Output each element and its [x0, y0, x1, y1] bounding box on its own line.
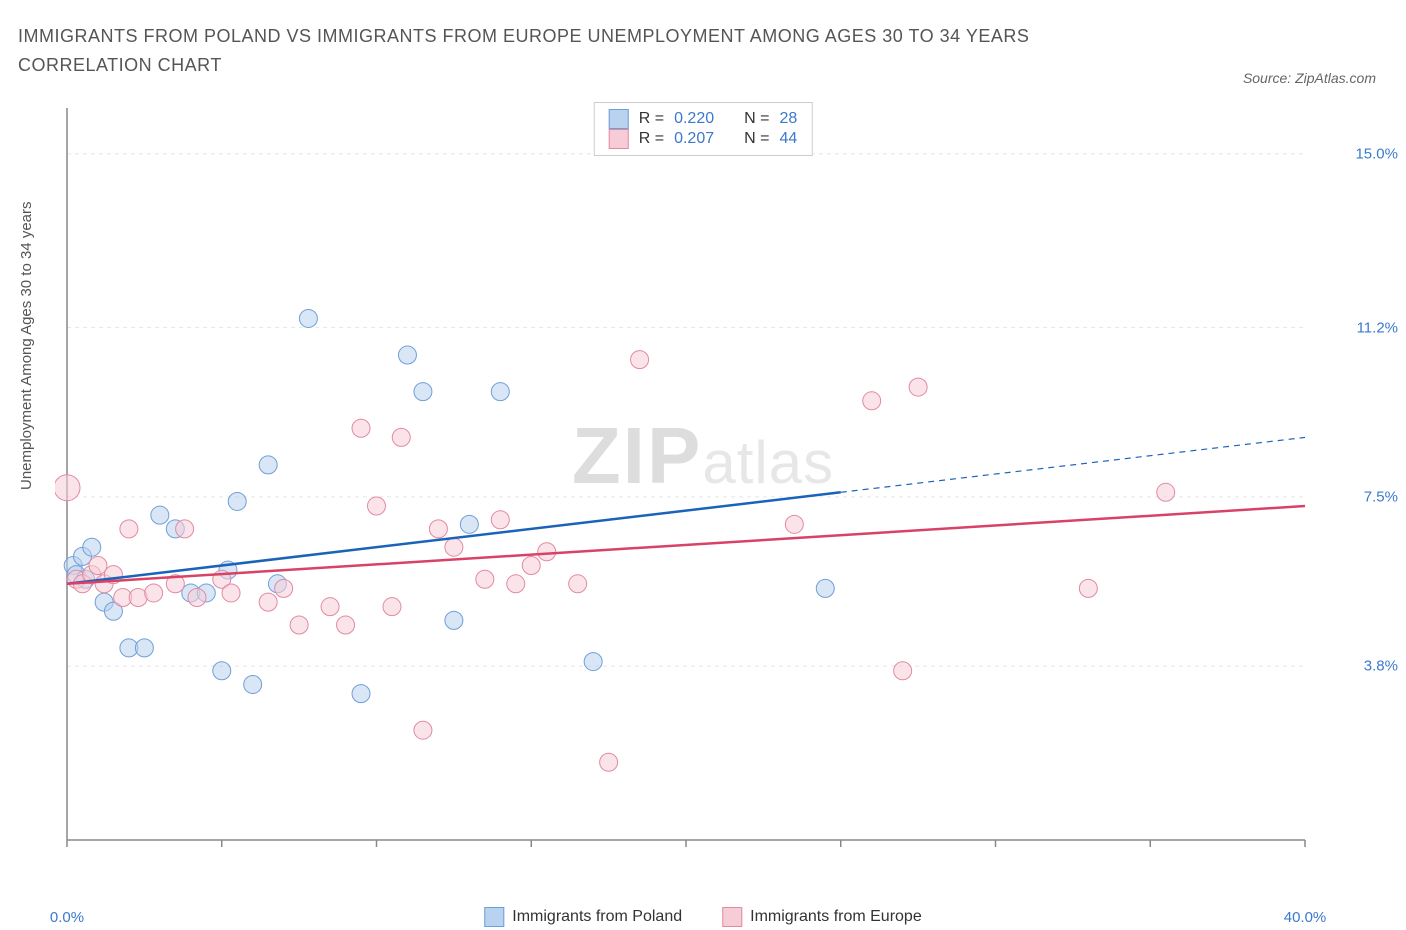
- chart-title: IMMIGRANTS FROM POLAND VS IMMIGRANTS FRO…: [18, 22, 1118, 80]
- y-tick-label: 3.8%: [1364, 658, 1398, 675]
- n-value: 44: [779, 130, 797, 148]
- r-label: R =: [639, 130, 664, 148]
- data-point: [120, 520, 138, 538]
- scatter-plot: [55, 100, 1375, 880]
- legend-item: Immigrants from Europe: [722, 907, 922, 927]
- data-point: [894, 662, 912, 680]
- data-point: [476, 570, 494, 588]
- data-point: [631, 351, 649, 369]
- data-point: [222, 584, 240, 602]
- r-value: 0.207: [674, 130, 714, 148]
- data-point: [83, 538, 101, 556]
- data-point: [909, 378, 927, 396]
- stats-row: R = 0.220 N = 28: [609, 109, 798, 129]
- y-tick-label: 11.2%: [1357, 319, 1398, 336]
- data-point: [1157, 483, 1175, 501]
- data-point: [290, 616, 308, 634]
- data-point: [460, 515, 478, 533]
- data-point: [584, 653, 602, 671]
- data-point: [244, 675, 262, 693]
- data-point: [569, 575, 587, 593]
- data-point: [398, 346, 416, 364]
- legend-item: Immigrants from Poland: [484, 907, 682, 927]
- data-point: [259, 593, 277, 611]
- data-point: [507, 575, 525, 593]
- trend-line-dashed: [841, 437, 1305, 492]
- data-point: [188, 589, 206, 607]
- n-value: 28: [779, 110, 797, 128]
- y-tick-label: 7.5%: [1364, 488, 1398, 505]
- y-tick-label: 15.0%: [1355, 145, 1398, 162]
- data-point: [522, 557, 540, 575]
- trend-line: [67, 506, 1305, 584]
- n-label: N =: [744, 110, 769, 128]
- source-label: Source: ZipAtlas.com: [1243, 70, 1376, 86]
- data-point: [445, 611, 463, 629]
- r-label: R =: [639, 110, 664, 128]
- data-point: [538, 543, 556, 561]
- data-point: [491, 383, 509, 401]
- data-point: [337, 616, 355, 634]
- data-point: [135, 639, 153, 657]
- data-point: [863, 392, 881, 410]
- data-point: [299, 309, 317, 327]
- data-point: [383, 598, 401, 616]
- data-point: [151, 506, 169, 524]
- data-point: [368, 497, 386, 515]
- y-axis-label: Unemployment Among Ages 30 to 34 years: [18, 201, 35, 490]
- data-point: [259, 456, 277, 474]
- data-point: [55, 475, 80, 501]
- legend-label: Immigrants from Poland: [512, 908, 682, 925]
- data-point: [414, 383, 432, 401]
- data-point: [816, 579, 834, 597]
- data-point: [89, 557, 107, 575]
- data-point: [352, 419, 370, 437]
- legend-swatch: [484, 907, 504, 927]
- data-point: [176, 520, 194, 538]
- data-point: [352, 685, 370, 703]
- data-point: [228, 492, 246, 510]
- x-tick-label: 40.0%: [1284, 909, 1327, 926]
- data-point: [145, 584, 163, 602]
- data-point: [275, 579, 293, 597]
- legend: Immigrants from Poland Immigrants from Eu…: [484, 907, 921, 927]
- data-point: [1079, 579, 1097, 597]
- data-point: [321, 598, 339, 616]
- x-tick-label: 0.0%: [50, 909, 84, 926]
- data-point: [491, 511, 509, 529]
- data-point: [392, 428, 410, 446]
- r-value: 0.220: [674, 110, 714, 128]
- stats-box: R = 0.220 N = 28 R = 0.207 N = 44: [594, 102, 813, 156]
- data-point: [429, 520, 447, 538]
- data-point: [445, 538, 463, 556]
- n-label: N =: [744, 130, 769, 148]
- data-point: [213, 662, 231, 680]
- data-point: [600, 753, 618, 771]
- legend-swatch: [609, 109, 629, 129]
- legend-swatch: [609, 129, 629, 149]
- legend-label: Immigrants from Europe: [750, 908, 922, 925]
- legend-swatch: [722, 907, 742, 927]
- data-point: [414, 721, 432, 739]
- stats-row: R = 0.207 N = 44: [609, 129, 798, 149]
- data-point: [785, 515, 803, 533]
